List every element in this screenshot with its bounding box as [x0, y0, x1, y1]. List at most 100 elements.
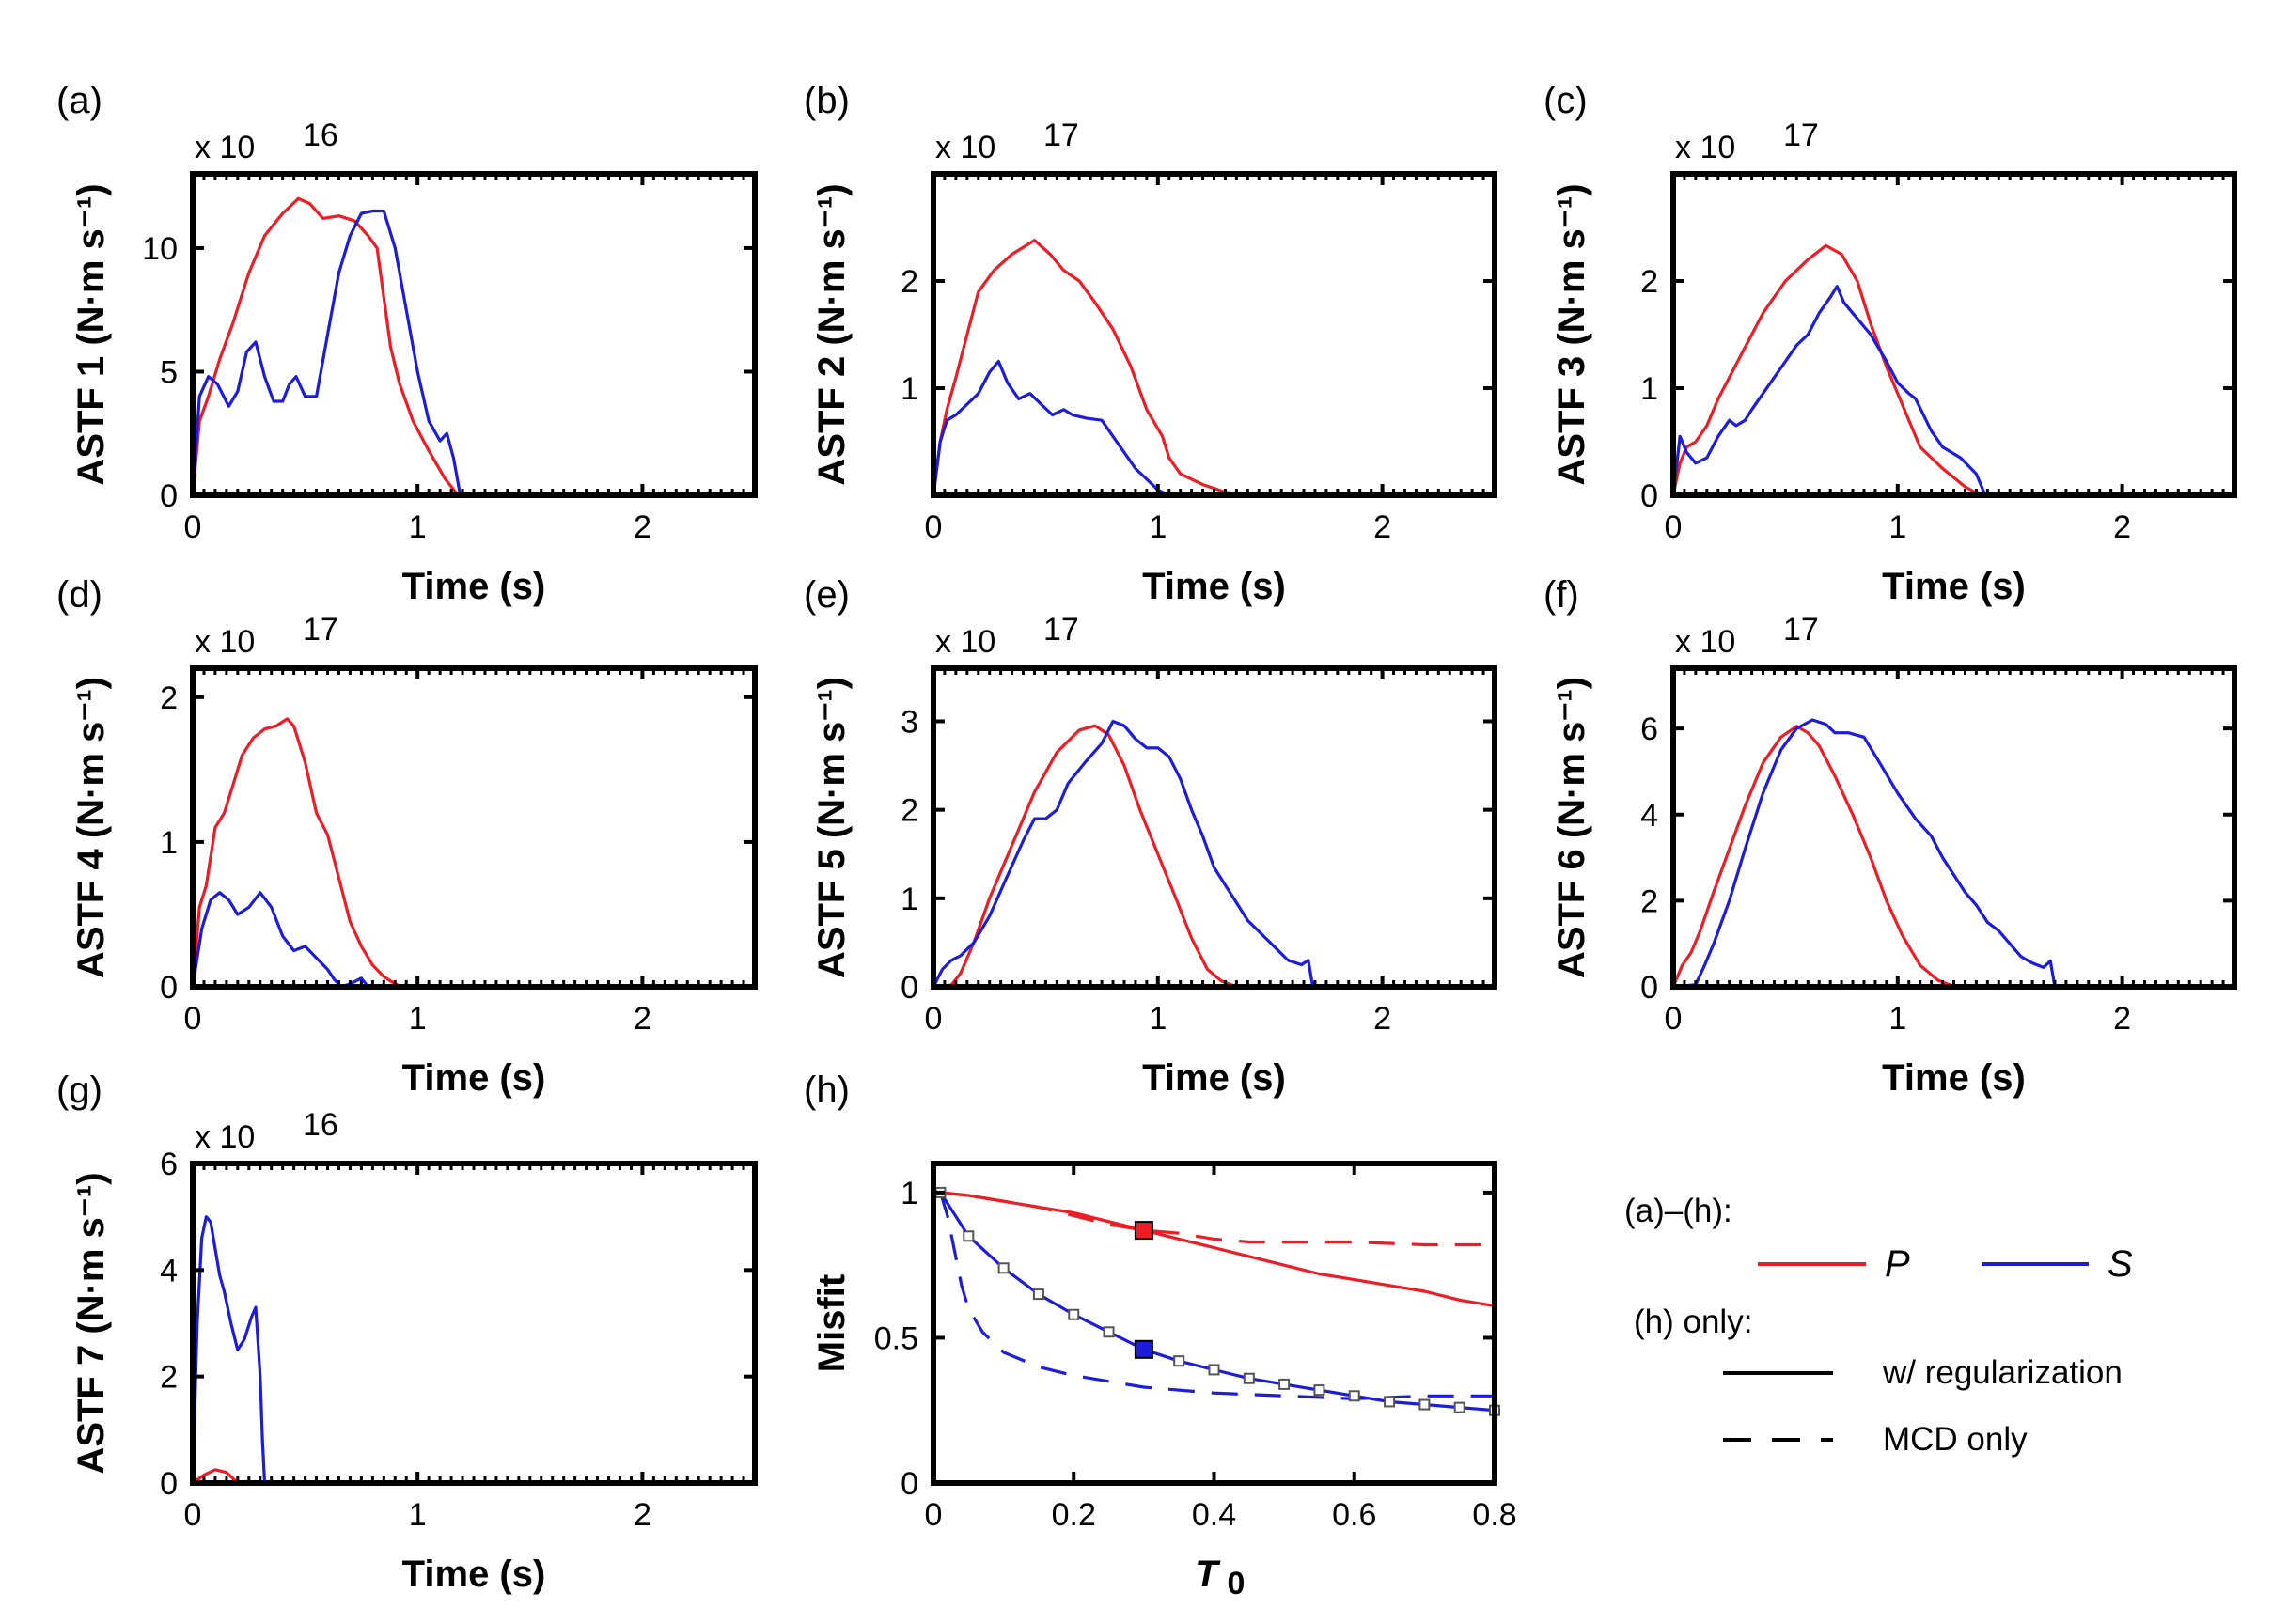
legend-dashed-label: MCD only — [1883, 1421, 2028, 1458]
x-tick-label: 0 — [184, 1497, 202, 1533]
series-layer — [193, 196, 462, 495]
open-square-marker — [963, 1230, 975, 1242]
panel-letter: (g) — [56, 1070, 102, 1111]
x-tick-label: 0 — [1665, 1001, 1683, 1037]
y-tick-label: 4 — [1640, 798, 1658, 834]
series-line-s — [193, 891, 369, 987]
legend-s-label: S — [2107, 1243, 2133, 1285]
panel-letter: (d) — [56, 574, 102, 616]
series-line-p — [933, 724, 1242, 987]
series-line-p — [193, 196, 460, 495]
y-axis-label: Misfit — [811, 1274, 853, 1372]
series-layer — [938, 1191, 1495, 1413]
y-tick-label: 2 — [160, 680, 178, 716]
scale-exponent: 16 — [303, 117, 338, 153]
scale-multiplier: x 10 — [1675, 624, 1735, 660]
series-layer — [193, 717, 403, 987]
plot-frame — [190, 1161, 758, 1486]
series-layer — [933, 719, 1315, 987]
x-tick-label: 1 — [409, 1001, 427, 1037]
x-tick-label: 0.6 — [1332, 1497, 1376, 1533]
legend-heading-h: (h) only: — [1634, 1304, 1752, 1340]
series-line-s — [193, 1215, 267, 1483]
x-tick-label: 2 — [634, 1001, 651, 1037]
y-tick-label: 0 — [160, 970, 178, 1006]
panel-d: (d) 0 1 2 0 1 2 x 10 17 Time (s) ASTF 4 (N·m s⁻¹) — [56, 574, 758, 1099]
y-tick-label: 6 — [160, 1147, 178, 1182]
series-layer — [1673, 243, 1987, 495]
y-tick-label: 0 — [1640, 970, 1658, 1006]
open-square-marker — [1348, 1390, 1360, 1402]
y-tick-label: 0 — [901, 1466, 918, 1502]
x-tick-label: 0 — [925, 1497, 943, 1533]
plot-frame — [931, 171, 1497, 498]
open-square-marker — [1068, 1308, 1080, 1320]
open-square-marker — [1313, 1384, 1325, 1397]
x-axis-label: Time (s) — [402, 1554, 546, 1595]
y-axis-label: ASTF 7 (N·m s⁻¹) — [71, 1172, 112, 1474]
open-square-marker — [1208, 1364, 1220, 1376]
selected-marker-p — [1134, 1221, 1153, 1241]
x-axis-label: Time (s) — [1882, 1057, 2026, 1099]
x-tick-label: 2 — [634, 1497, 651, 1533]
scale-exponent: 17 — [303, 612, 338, 648]
series-layer — [933, 239, 1242, 495]
series-line-s — [933, 719, 1315, 987]
open-square-marker — [1032, 1288, 1044, 1301]
y-tick-label: 1 — [1640, 371, 1658, 407]
y-tick-label: 2 — [901, 264, 918, 300]
x-tick-label: 1 — [1888, 1001, 1906, 1037]
y-tick-label: 0.5 — [874, 1320, 918, 1356]
scale-multiplier: x 10 — [935, 624, 995, 660]
series-line-p-dashed — [940, 1191, 1495, 1247]
y-tick-label: 0 — [1640, 478, 1658, 514]
scale-multiplier: x 10 — [195, 1119, 255, 1155]
panel-f: (f) 0 1 2 0 2 4 6 x 10 17 Time (s) ASTF 6 (N·m s⁻¹) — [1543, 574, 2237, 1099]
x-tick-label: 2 — [1373, 509, 1391, 545]
plot-frame — [931, 665, 1497, 990]
x-tick-label: 1 — [409, 509, 427, 545]
x-tick-label: 2 — [2113, 509, 2131, 545]
series-line-p — [1673, 725, 1961, 987]
y-tick-label: 2 — [1640, 264, 1658, 300]
x-tick-label: 1 — [409, 1497, 427, 1533]
x-tick-label: 0 — [925, 1001, 943, 1037]
x-tick-label: 2 — [634, 509, 651, 545]
y-tick-label: 2 — [901, 793, 918, 829]
series-line-s-solid — [939, 1192, 1495, 1413]
y-axis-label: ASTF 6 (N·m s⁻¹) — [1551, 677, 1592, 978]
x-tick-label: 0 — [1665, 509, 1683, 545]
scale-multiplier: x 10 — [195, 624, 255, 660]
y-axis-label: ASTF 5 (N·m s⁻¹) — [811, 677, 853, 978]
panel-letter: (a) — [56, 80, 102, 121]
y-axis-label: ASTF 3 (N·m s⁻¹) — [1551, 183, 1592, 485]
series-line-s — [1673, 285, 1987, 495]
scale-multiplier: x 10 — [935, 130, 995, 165]
series-line-s — [193, 209, 462, 495]
scale-multiplier: x 10 — [1675, 130, 1735, 165]
x-tick-label: 1 — [1149, 1001, 1167, 1037]
open-square-marker — [1278, 1378, 1291, 1390]
y-tick-label: 1 — [901, 882, 918, 917]
y-tick-label: 1 — [901, 371, 918, 407]
panel-letter: (f) — [1543, 574, 1579, 616]
scale-exponent: 17 — [1043, 612, 1079, 648]
legend-solid-label: w/ regularization — [1882, 1354, 2123, 1391]
x-tick-label: 2 — [1373, 1001, 1391, 1037]
legend-heading-all: (a)–(h): — [1624, 1193, 1732, 1229]
scale-exponent: 16 — [303, 1107, 338, 1143]
open-square-marker — [1418, 1398, 1431, 1411]
open-square-marker — [997, 1262, 1010, 1274]
series-layer — [1673, 718, 2057, 987]
series-line-s — [933, 359, 1170, 495]
panel-letter: (e) — [804, 574, 850, 616]
y-tick-label: 1 — [901, 1176, 918, 1211]
x-tick-label: 2 — [2113, 1001, 2131, 1037]
scale-multiplier: x 10 — [195, 130, 255, 165]
open-square-marker — [1453, 1401, 1465, 1413]
plot-frame — [1670, 171, 2237, 498]
y-tick-label: 0 — [901, 970, 918, 1006]
x-axis-label: T — [1195, 1554, 1221, 1595]
x-axis-label: Time (s) — [1882, 566, 2026, 607]
